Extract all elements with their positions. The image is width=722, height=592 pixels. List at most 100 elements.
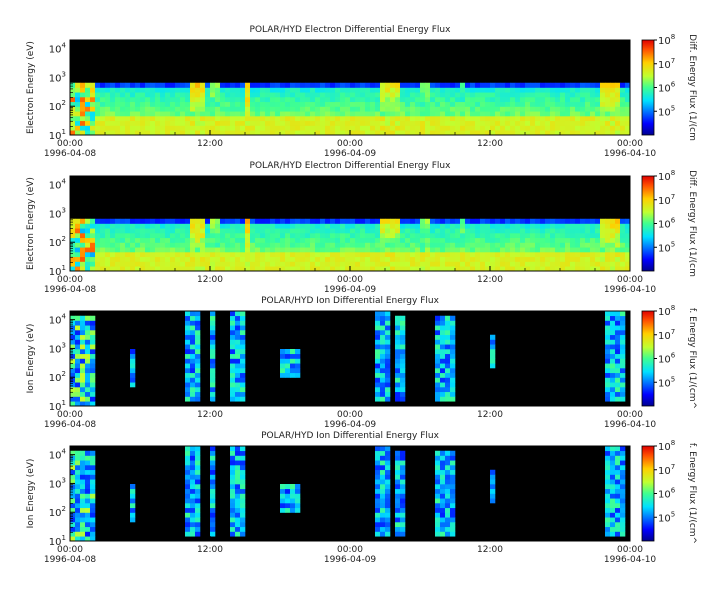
heatmap-cell: [320, 92, 326, 98]
heatmap-cell: [530, 237, 536, 243]
y-tick-label: 103: [49, 206, 66, 220]
heatmap-cell: [510, 125, 516, 131]
heatmap-cell: [290, 256, 296, 262]
heatmap-cell: [510, 101, 516, 107]
heatmap-cell: [615, 111, 621, 117]
heatmap-cell: [195, 446, 201, 452]
x-tick-time: 00:00: [57, 545, 83, 555]
heatmap-cell: [70, 228, 76, 234]
heatmap-cell: [230, 311, 236, 317]
heatmap-cell: [455, 82, 461, 88]
heatmap-cell: [375, 517, 381, 523]
heatmap-cell: [225, 218, 231, 224]
heatmap-cell: [220, 87, 226, 93]
heatmap-cell: [230, 396, 236, 402]
heatmap-cell: [610, 517, 616, 523]
heatmap-cell: [120, 218, 126, 224]
heatmap-cell: [375, 130, 381, 136]
heatmap-cell: [430, 237, 436, 243]
heatmap-cell: [140, 92, 146, 98]
heatmap-cell: [210, 488, 216, 494]
heatmap-cell: [340, 218, 346, 224]
heatmap-cell: [410, 101, 416, 107]
heatmap-cell: [510, 87, 516, 93]
heatmap-cell: [315, 218, 321, 224]
heatmap-cell: [155, 120, 161, 126]
heatmap-cell: [530, 97, 536, 103]
heatmap-cell: [385, 256, 391, 262]
heatmap-cell: [115, 106, 121, 112]
heatmap-cell: [75, 339, 81, 345]
heatmap-cell: [505, 233, 511, 239]
heatmap-cell: [510, 120, 516, 126]
heatmap-cell: [165, 87, 171, 93]
heatmap-cell: [295, 87, 301, 93]
heatmap-cell: [465, 218, 471, 224]
heatmap-cell: [380, 344, 386, 350]
heatmap-cell: [615, 372, 621, 378]
heatmap-cell: [300, 125, 306, 131]
heatmap-cell: [240, 503, 246, 509]
heatmap-cell: [230, 526, 236, 532]
heatmap-cell: [615, 382, 621, 388]
heatmap-cell: [425, 237, 431, 243]
heatmap-cell: [95, 120, 101, 126]
colorbar-tick-label: 107: [658, 57, 675, 71]
heatmap-cell: [90, 498, 96, 504]
heatmap-cell: [590, 116, 596, 122]
heatmap-cell: [535, 233, 541, 239]
heatmap-cell: [155, 223, 161, 229]
heatmap-cell: [355, 233, 361, 239]
heatmap-cell: [370, 218, 376, 224]
heatmap-cell: [75, 372, 81, 378]
heatmap-cell: [470, 218, 476, 224]
heatmap-cell: [160, 233, 166, 239]
heatmap-cell: [525, 130, 531, 136]
heatmap-cell: [540, 237, 546, 243]
heatmap-cell: [435, 106, 441, 112]
heatmap-cell: [100, 218, 106, 224]
heatmap-cell: [330, 252, 336, 258]
heatmap-cell: [585, 120, 591, 126]
heatmap-cell: [135, 218, 141, 224]
heatmap-cell: [375, 101, 381, 107]
heatmap-cell: [315, 92, 321, 98]
heatmap-cell: [300, 130, 306, 136]
heatmap-cell: [595, 116, 601, 122]
heatmap-cell: [555, 223, 561, 229]
x-tick-date: 1996-04-09: [324, 420, 377, 430]
heatmap-cell: [290, 130, 296, 136]
heatmap-cell: [520, 120, 526, 126]
heatmap-cell: [475, 237, 481, 243]
heatmap-cell: [235, 233, 241, 239]
heatmap-cell: [280, 507, 286, 513]
heatmap-cell: [610, 320, 616, 326]
heatmap-cell: [590, 237, 596, 243]
heatmap-cell: [355, 242, 361, 248]
heatmap-cell: [620, 311, 626, 317]
heatmap-cell: [155, 233, 161, 239]
heatmap-cell: [495, 256, 501, 262]
heatmap-cell: [140, 242, 146, 248]
heatmap-cell: [605, 507, 611, 513]
colorbar-tick-label: 107: [658, 463, 675, 477]
heatmap-cell: [450, 339, 456, 345]
heatmap-cell: [220, 97, 226, 103]
heatmap-cell: [490, 498, 496, 504]
heatmap-cell: [435, 460, 441, 466]
heatmap-cell: [100, 120, 106, 126]
heatmap-cell: [85, 247, 91, 253]
heatmap-cell: [90, 82, 96, 88]
heatmap-cell: [580, 266, 586, 272]
heatmap-cell: [185, 358, 191, 364]
heatmap-cell: [320, 82, 326, 88]
heatmap-cell: [375, 493, 381, 499]
heatmap-cell: [140, 130, 146, 136]
heatmap-cell: [125, 87, 131, 93]
heatmap-cell: [615, 387, 621, 393]
heatmap-cell: [495, 101, 501, 107]
heatmap-cell: [620, 377, 626, 383]
heatmap-cell: [380, 325, 386, 331]
heatmap-cell: [400, 507, 406, 513]
heatmap-cell: [565, 82, 571, 88]
